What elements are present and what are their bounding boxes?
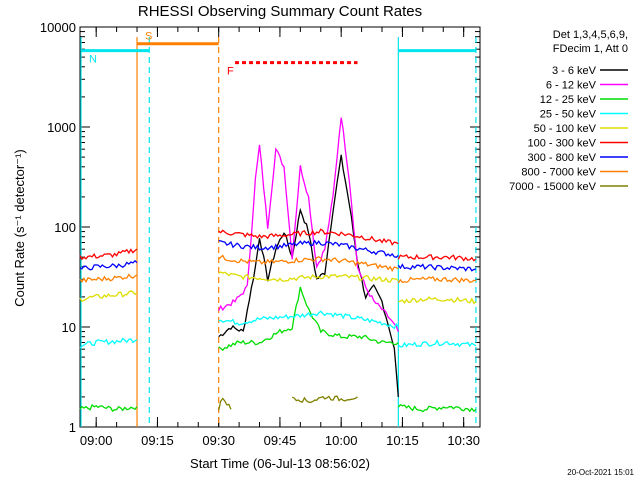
- legend-label: 3 - 6 keV: [552, 65, 597, 77]
- legend-label: 300 - 800 keV: [528, 152, 597, 164]
- timestamp-label: 20-Oct-2021 15:01: [567, 468, 634, 477]
- x-axis-label: Start Time (06-Jul-13 08:56:02): [190, 456, 370, 471]
- series-line: [218, 286, 399, 352]
- legend-label: 50 - 100 keV: [534, 123, 597, 135]
- y-tick-label: 100: [54, 220, 76, 235]
- series-300-800-kev: [79, 239, 477, 272]
- series-line: [397, 263, 477, 272]
- y-tick-label: 1000: [47, 120, 76, 135]
- series-line: [397, 275, 477, 284]
- legend: 3 - 6 keV 6 - 12 keV 12 - 25 keV 25 - 50 ke…: [509, 65, 628, 193]
- x-tick-label: 09:45: [264, 433, 297, 448]
- chart-title: RHESSI Observing Summary Count Rates: [138, 3, 422, 20]
- series-line: [79, 273, 138, 283]
- series-line: [79, 403, 138, 413]
- series-line: [291, 395, 358, 404]
- x-tick-label: 10:00: [325, 433, 358, 448]
- legend-label: 800 - 7000 keV: [521, 167, 596, 179]
- legend-header-line: FDecim 1, Att 0: [553, 43, 628, 55]
- legend-label: 7000 - 15000 keV: [509, 181, 597, 193]
- series-line: [218, 397, 232, 411]
- series-line: [218, 271, 399, 283]
- series-line: [79, 290, 138, 303]
- series-line: [218, 117, 399, 332]
- y-tick-label: 10: [62, 320, 76, 335]
- series-50-100-kev: [79, 271, 477, 305]
- series-line: [79, 337, 138, 349]
- series-6-12-kev: [218, 117, 399, 332]
- series-line: [218, 310, 399, 330]
- x-tick-label: 10:30: [447, 433, 480, 448]
- series-line: [397, 253, 477, 262]
- x-tick-label: 09:15: [141, 433, 174, 448]
- x-tick-label: 09:30: [202, 433, 235, 448]
- series-line: [397, 339, 477, 348]
- legend-label: 25 - 50 keV: [540, 109, 597, 121]
- legend-label: 100 - 300 keV: [528, 138, 597, 150]
- series-line: [398, 296, 477, 305]
- legend-header: Det 1,3,4,5,6,9, FDecim 1, Att 0: [553, 29, 628, 55]
- y-axis-label: Count Rate (s⁻¹ detector⁻¹): [12, 149, 27, 307]
- series-12-25-kev: [79, 286, 477, 413]
- series-800-7000-kev: [79, 254, 477, 284]
- flag-label: N: [89, 54, 97, 66]
- flag-label: S: [145, 31, 152, 43]
- legend-header-line: Det 1,3,4,5,6,9,: [553, 29, 628, 41]
- series-100-300-kev: [79, 228, 477, 262]
- series-line: [218, 254, 399, 272]
- legend-label: 6 - 12 keV: [546, 80, 597, 92]
- series-7000-15000-kev: [218, 395, 358, 411]
- flag-label: F: [227, 66, 234, 78]
- series-line: [218, 239, 399, 259]
- series-line: [79, 259, 138, 271]
- series-25-50-kev: [79, 310, 477, 349]
- plot-frame: [79, 26, 481, 428]
- x-tick-label: 10:15: [386, 433, 419, 448]
- series-line: [79, 248, 138, 261]
- y-tick-label: 10000: [40, 20, 76, 35]
- y-tick-label: 1: [69, 420, 76, 435]
- plot-area: 1 10 100 1000 10000 09:00 09:15 09:30 09:45 10:00…: [40, 20, 481, 448]
- series-line: [397, 403, 477, 413]
- series-line: [218, 228, 399, 246]
- legend-label: 12 - 25 keV: [540, 94, 597, 106]
- x-tick-label: 09:00: [80, 433, 113, 448]
